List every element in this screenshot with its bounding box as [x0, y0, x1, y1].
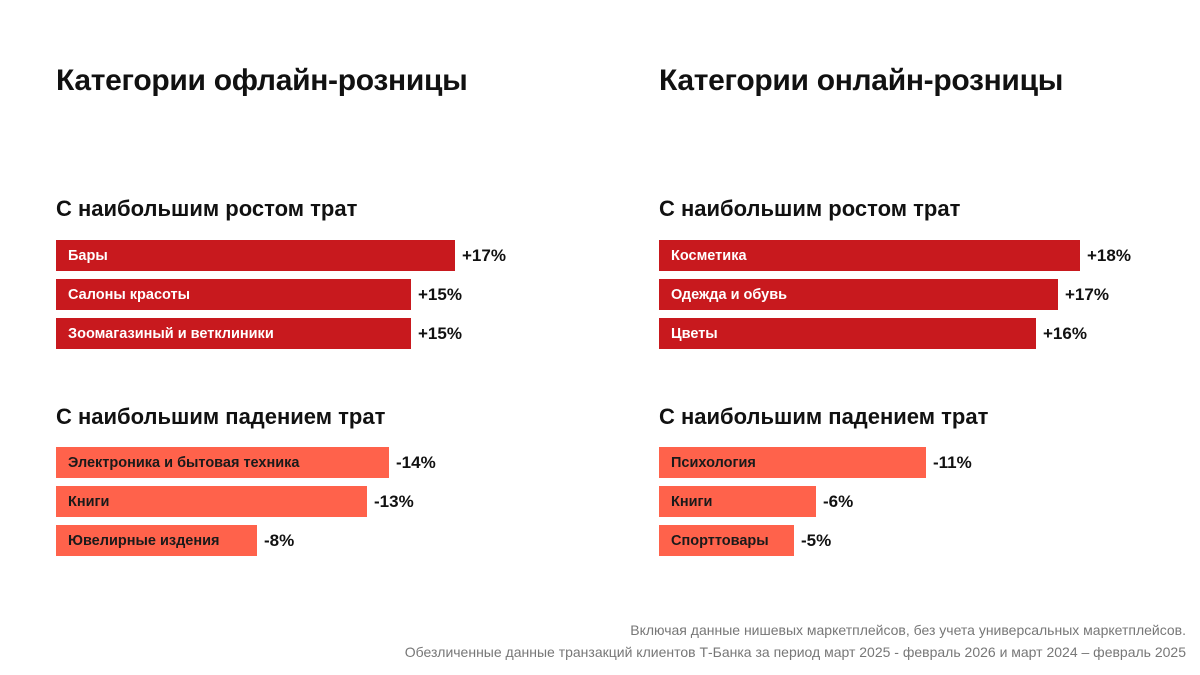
value-label: +15% [418, 323, 462, 343]
value-label: -6% [823, 491, 854, 511]
bar: Зоомагазиный и ветклиники [56, 318, 411, 349]
bar-row: Книги -13% [56, 486, 414, 517]
bar-row: Зоомагазиный и ветклиники +15% [56, 318, 462, 349]
value-label: -13% [374, 491, 414, 511]
value-label: +17% [1065, 284, 1109, 304]
bar: Косметика [659, 240, 1080, 271]
bar: Книги [56, 486, 367, 517]
value-label: +15% [418, 284, 462, 304]
growth-subtitle: С наибольшим ростом трат [56, 196, 358, 221]
bar-row: Бары +17% [56, 240, 506, 271]
bar-row: Книги -6% [659, 486, 853, 517]
bar-row: Психология -11% [659, 447, 972, 478]
panel-title: Категории онлайн-розницы [659, 64, 1064, 97]
bar-row: Косметика +18% [659, 240, 1131, 271]
bar: Электроника и бытовая техника [56, 447, 389, 478]
bar: Ювелирные издения [56, 525, 257, 556]
value-label: -5% [801, 530, 832, 550]
bar-row: Салоны красоты +15% [56, 279, 462, 310]
bar: Спорттовары [659, 525, 794, 556]
value-label: -14% [396, 452, 436, 472]
offline-panel: Категории офлайн-розницы С наибольшим рос… [56, 0, 616, 600]
growth-subtitle: С наибольшим ростом трат [659, 196, 961, 221]
bar-row: Одежда и обувь +17% [659, 279, 1109, 310]
value-label: -8% [264, 530, 295, 550]
bar: Салоны красоты [56, 279, 411, 310]
bar: Одежда и обувь [659, 279, 1058, 310]
value-label: +16% [1043, 323, 1087, 343]
bar: Бары [56, 240, 455, 271]
bar-row: Электроника и бытовая техника -14% [56, 447, 436, 478]
bar: Цветы [659, 318, 1036, 349]
footnote-1: Включая данные нишевых маркетплейсов, бе… [630, 622, 1186, 638]
footnote-2: Обезличенные данные транзакций клиентов … [404, 644, 1186, 660]
decline-subtitle: С наибольшим падением трат [56, 404, 386, 429]
bar-row: Цветы +16% [659, 318, 1087, 349]
value-label: +17% [462, 245, 506, 265]
value-label: -11% [933, 452, 972, 472]
value-label: +18% [1087, 245, 1131, 265]
bar-row: Спорттовары -5% [659, 525, 831, 556]
online-panel: Категории онлайн-розницы С наибольшим рос… [659, 0, 1200, 600]
panel-title: Категории офлайн-розницы [56, 64, 468, 97]
bar: Книги [659, 486, 816, 517]
bar-row: Ювелирные издения -8% [56, 525, 294, 556]
decline-subtitle: С наибольшим падением трат [659, 404, 989, 429]
bar: Психология [659, 447, 926, 478]
